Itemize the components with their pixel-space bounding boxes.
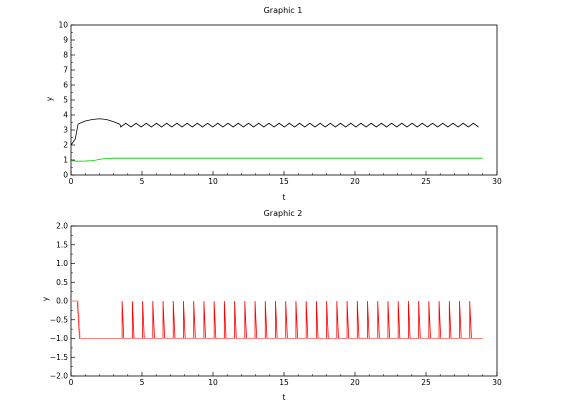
y-tick-label: 7 <box>63 66 68 75</box>
y-tick-label: 9 <box>63 36 68 45</box>
x-tick-label: 30 <box>492 378 502 387</box>
y-tick-label: 1.0 <box>56 259 68 268</box>
x-tick-label: 5 <box>140 177 145 186</box>
y-tick-label: 0.5 <box>56 278 68 287</box>
y-tick-label: 6 <box>63 81 68 90</box>
series-line-1 <box>70 157 483 162</box>
y-ticks: −2.0 −1.5 −1.0 −0.5 0.0 0.5 1.0 1.5 2.0 <box>50 222 75 381</box>
plot-lines <box>71 300 483 339</box>
y-ticks: 0 1 2 3 4 5 6 7 8 9 10 <box>58 21 75 180</box>
y-axis-label: y <box>41 296 50 301</box>
chart-graphic-2: Graphic 2 0 5 10 15 20 25 30 −2.0 −1.5 −1.0 −0.5 0… <box>41 209 502 401</box>
plot-frame <box>70 24 498 176</box>
x-tick-label: 10 <box>208 378 218 387</box>
y-tick-label: 8 <box>63 51 68 60</box>
y-tick-label: 1 <box>63 156 68 165</box>
chart-graphic-1: Graphic 1 0 5 10 15 20 25 30 0 1 2 3 4 5 6 7 8 9 10 t y <box>45 6 502 202</box>
x-ticks: 0 5 10 15 20 25 30 <box>69 171 502 186</box>
x-tick-label: 5 <box>140 378 145 387</box>
x-axis-label: t <box>283 393 286 401</box>
x-tick-label: 0 <box>69 378 74 387</box>
chart-title: Graphic 1 <box>264 6 303 15</box>
plot-lines <box>70 118 483 162</box>
x-tick-label: 20 <box>350 378 360 387</box>
y-tick-label: −2.0 <box>50 372 68 381</box>
y-tick-label: 4 <box>63 111 68 120</box>
x-tick-label: 15 <box>279 378 289 387</box>
y-tick-label: 2 <box>63 141 68 150</box>
y-tick-label: 3 <box>63 126 68 135</box>
x-tick-label: 30 <box>492 177 502 186</box>
y-tick-label: −0.5 <box>50 315 68 324</box>
x-tick-label: 25 <box>421 177 431 186</box>
x-tick-label: 15 <box>279 177 289 186</box>
y-axis-label: y <box>45 96 54 101</box>
y-tick-label: 2.0 <box>56 222 68 231</box>
series-line-0 <box>70 118 479 146</box>
y-tick-label: −1.0 <box>50 334 68 343</box>
x-tick-label: 20 <box>350 177 360 186</box>
x-tick-label: 0 <box>69 177 74 186</box>
x-tick-label: 10 <box>208 177 218 186</box>
x-ticks: 0 5 10 15 20 25 30 <box>69 372 502 387</box>
chart-title: Graphic 2 <box>264 209 303 218</box>
x-axis-label: t <box>283 193 286 202</box>
plot-frame <box>70 225 498 377</box>
y-tick-label: 0.0 <box>56 297 68 306</box>
series-line-1 <box>71 300 483 339</box>
y-tick-label: −1.5 <box>50 353 68 362</box>
y-tick-label: 0 <box>63 171 68 180</box>
y-tick-label: 1.5 <box>56 240 68 249</box>
x-tick-label: 25 <box>421 378 431 387</box>
y-tick-label: 10 <box>58 21 68 30</box>
series-line-0 <box>71 300 483 339</box>
y-tick-label: 5 <box>63 96 68 105</box>
